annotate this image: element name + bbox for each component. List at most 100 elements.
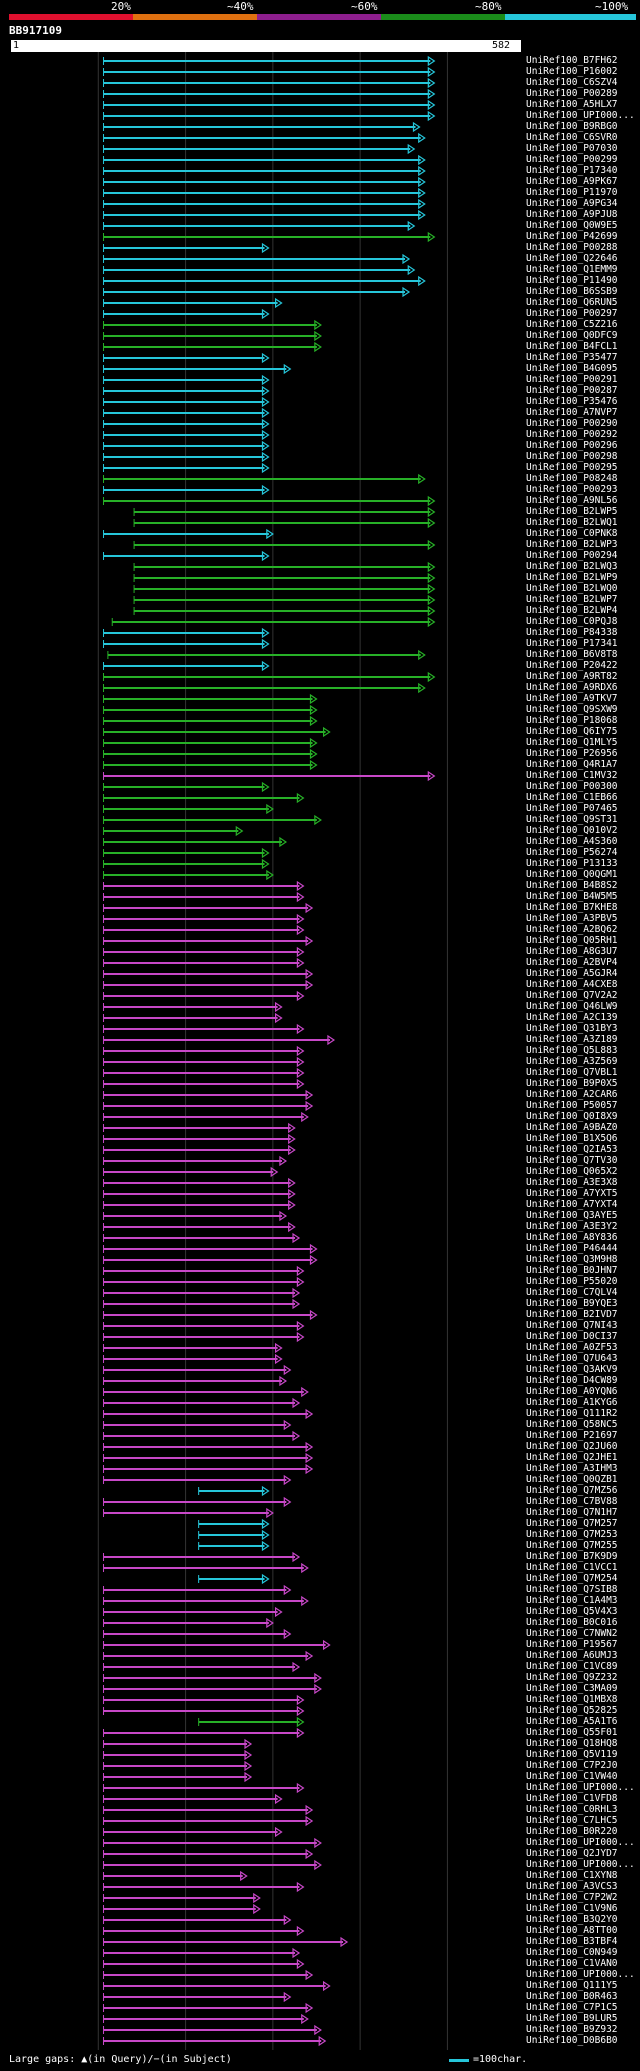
hit-label[interactable]: UniRef100_Q31BY3	[526, 1023, 618, 1034]
hit-bar[interactable]	[133, 517, 436, 529]
hit-bar[interactable]	[103, 1276, 305, 1288]
hit-label[interactable]: UniRef100_A3PBV5	[526, 913, 618, 924]
hit-label[interactable]: UniRef100_Q7V2A2	[526, 990, 618, 1001]
hit-bar[interactable]	[103, 1364, 292, 1376]
hit-label[interactable]: UniRef100_Q22646	[526, 253, 618, 264]
hit-bar[interactable]	[103, 737, 318, 749]
hit-label[interactable]: UniRef100_P00291	[526, 374, 618, 385]
hit-bar[interactable]	[103, 1430, 301, 1442]
hit-bar[interactable]	[103, 770, 436, 782]
hit-label[interactable]: UniRef100_Q7MZ56	[526, 1485, 618, 1496]
hit-label[interactable]: UniRef100_C1A4M3	[526, 1595, 618, 1606]
hit-bar[interactable]	[103, 1056, 305, 1068]
hit-bar[interactable]	[103, 429, 270, 441]
hit-label[interactable]: UniRef100_P84338	[526, 627, 618, 638]
hit-label[interactable]: UniRef100_C1V9N6	[526, 1903, 618, 1914]
hit-label[interactable]: UniRef100_C0PNK8	[526, 528, 618, 539]
hit-bar[interactable]	[103, 1375, 288, 1387]
hit-bar[interactable]	[103, 396, 270, 408]
hit-bar[interactable]	[133, 539, 436, 551]
hit-label[interactable]: UniRef100_Q2IA53	[526, 1144, 618, 1155]
hit-label[interactable]: UniRef100_A5GJR4	[526, 968, 618, 979]
hit-label[interactable]: UniRef100_P11490	[526, 275, 618, 286]
hit-bar[interactable]	[103, 308, 270, 320]
hit-bar[interactable]	[103, 1628, 292, 1640]
hit-label[interactable]: UniRef100_B0R220	[526, 1826, 618, 1837]
hit-label[interactable]: UniRef100_Q9Z232	[526, 1672, 618, 1683]
hit-label[interactable]: UniRef100_A3E3Y2	[526, 1221, 618, 1232]
hit-label[interactable]: UniRef100_Q1EMM9	[526, 264, 618, 275]
hit-bar[interactable]	[103, 1881, 305, 1893]
hit-bar[interactable]	[103, 1067, 305, 1079]
hit-label[interactable]: UniRef100_Q1MLY5	[526, 737, 618, 748]
hit-label[interactable]: UniRef100_Q7M254	[526, 1573, 618, 1584]
hit-label[interactable]: UniRef100_C0PQJ8	[526, 616, 618, 627]
hit-label[interactable]: UniRef100_C7LHC5	[526, 1815, 618, 1826]
hit-bar[interactable]	[103, 902, 314, 914]
hit-label[interactable]: UniRef100_A9RDX6	[526, 682, 618, 693]
hit-label[interactable]: UniRef100_A9PG34	[526, 198, 618, 209]
hit-label[interactable]: UniRef100_P13133	[526, 858, 618, 869]
hit-bar[interactable]	[103, 2013, 309, 2025]
hit-label[interactable]: UniRef100_P00298	[526, 451, 618, 462]
hit-label[interactable]: UniRef100_Q0W9E5	[526, 220, 618, 231]
hit-bar[interactable]	[103, 803, 274, 815]
hit-label[interactable]: UniRef100_Q7SIB8	[526, 1584, 618, 1595]
hit-label[interactable]: UniRef100_A5A1T6	[526, 1716, 618, 1727]
hit-label[interactable]: UniRef100_C7P1C5	[526, 2002, 618, 2013]
hit-bar[interactable]	[103, 2024, 322, 2036]
hit-label[interactable]: UniRef100_Q3AYE5	[526, 1210, 618, 1221]
hit-label[interactable]: UniRef100_P00296	[526, 440, 618, 451]
hit-label[interactable]: UniRef100_A3IHM3	[526, 1463, 618, 1474]
hit-label[interactable]: UniRef100_A5HLX7	[526, 99, 618, 110]
hit-bar[interactable]	[103, 1232, 301, 1244]
hit-label[interactable]: UniRef100_B3Q2Y0	[526, 1914, 618, 1925]
hit-bar[interactable]	[103, 1771, 253, 1783]
hit-bar[interactable]	[103, 715, 318, 727]
hit-label[interactable]: UniRef100_B2LWQ0	[526, 583, 618, 594]
hit-bar[interactable]	[103, 979, 314, 991]
hit-bar[interactable]	[103, 1342, 283, 1354]
hit-label[interactable]: UniRef100_B7K9D9	[526, 1551, 618, 1562]
hit-label[interactable]: UniRef100_P00300	[526, 781, 618, 792]
hit-bar[interactable]	[103, 2002, 314, 2014]
hit-label[interactable]: UniRef100_B6SSB9	[526, 286, 618, 297]
hit-label[interactable]: UniRef100_P00299	[526, 154, 618, 165]
hit-bar[interactable]	[103, 1177, 296, 1189]
hit-label[interactable]: UniRef100_UPI000...	[526, 110, 635, 121]
hit-label[interactable]: UniRef100_B4B8S2	[526, 880, 618, 891]
hit-label[interactable]: UniRef100_Q111Y5	[526, 1980, 618, 1991]
hit-bar[interactable]	[103, 1419, 292, 1431]
hit-bar[interactable]	[103, 451, 270, 463]
hit-bar[interactable]	[103, 1661, 301, 1673]
hit-bar[interactable]	[133, 561, 436, 573]
hit-bar[interactable]	[103, 1210, 288, 1222]
hit-label[interactable]: UniRef100_P07465	[526, 803, 618, 814]
hit-label[interactable]: UniRef100_Q7M253	[526, 1529, 618, 1540]
hit-bar[interactable]	[103, 253, 411, 265]
hit-bar[interactable]	[103, 1045, 305, 1057]
hit-label[interactable]: UniRef100_B4G095	[526, 363, 618, 374]
hit-bar[interactable]	[103, 341, 322, 353]
hit-label[interactable]: UniRef100_A3Z189	[526, 1034, 618, 1045]
hit-bar[interactable]	[103, 1705, 305, 1717]
hit-label[interactable]: UniRef100_Q7N1H7	[526, 1507, 618, 1518]
hit-bar[interactable]	[103, 176, 426, 188]
hit-label[interactable]: UniRef100_P42699	[526, 231, 618, 242]
hit-label[interactable]: UniRef100_C1VCC1	[526, 1562, 618, 1573]
hit-bar[interactable]	[103, 1826, 283, 1838]
hit-bar[interactable]	[103, 935, 314, 947]
hit-label[interactable]: UniRef100_Q58NC5	[526, 1419, 618, 1430]
hit-bar[interactable]	[103, 495, 436, 507]
hit-label[interactable]: UniRef100_B9LUR5	[526, 2013, 618, 2024]
hit-label[interactable]: UniRef100_A9PJU8	[526, 209, 618, 220]
hit-bar[interactable]	[103, 957, 305, 969]
hit-bar[interactable]	[103, 242, 270, 254]
hit-label[interactable]: UniRef100_Q2JU60	[526, 1441, 618, 1452]
hit-bar[interactable]	[103, 1683, 322, 1695]
hit-label[interactable]: UniRef100_Q7M257	[526, 1518, 618, 1529]
hit-bar[interactable]	[103, 198, 426, 210]
hit-label[interactable]: UniRef100_A2BVP4	[526, 957, 618, 968]
hit-bar[interactable]	[133, 594, 436, 606]
hit-label[interactable]: UniRef100_C0N949	[526, 1947, 618, 1958]
